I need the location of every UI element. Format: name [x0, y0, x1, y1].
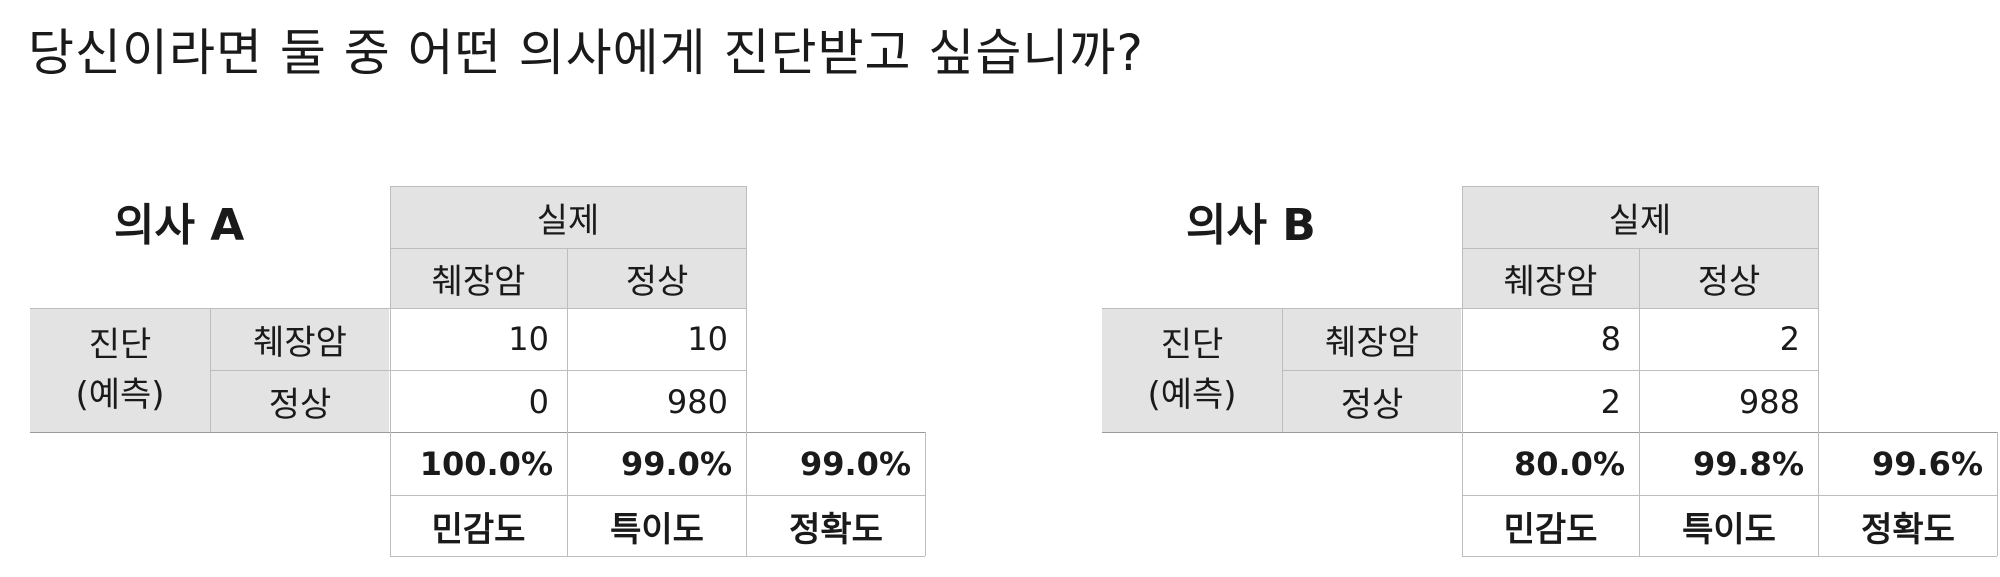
- grid-line: [1282, 308, 1283, 432]
- grid-line: [1997, 432, 1998, 556]
- grid-line: [746, 186, 747, 556]
- cell-fp: 10: [568, 308, 746, 370]
- predicted-label: 진단: [89, 320, 152, 370]
- page-title: 당신이라면 둘 중 어떤 의사에게 진단받고 싶습니까?: [28, 18, 1144, 88]
- pred-row-normal: 정상: [1283, 371, 1461, 432]
- cell-tp: 10: [390, 308, 567, 370]
- specificity-value: 99.8%: [1640, 433, 1818, 495]
- accuracy-label: 정확도: [1819, 496, 1997, 556]
- grid-line: [567, 248, 568, 556]
- grid-line: [390, 186, 391, 556]
- sensitivity-value: 80.0%: [1462, 433, 1639, 495]
- actual-col-normal: 정상: [568, 249, 746, 308]
- grid-line: [1283, 370, 1818, 371]
- accuracy-value: 99.0%: [747, 433, 925, 495]
- grid-line: [390, 248, 746, 249]
- pred-row-cancer: 췌장암: [1283, 308, 1461, 370]
- doctor-label: 의사 A: [114, 196, 244, 256]
- specificity-label: 특이도: [568, 496, 746, 556]
- grid-line: [1462, 495, 1997, 496]
- accuracy-label: 정확도: [747, 496, 925, 556]
- specificity-label: 특이도: [1640, 496, 1818, 556]
- sensitivity-label: 민감도: [390, 496, 567, 556]
- grid-line: [210, 308, 211, 432]
- predicted-header: 진단 (예측): [30, 308, 210, 432]
- cell-fn: 2: [1462, 371, 1639, 432]
- cell-tn: 980: [568, 371, 746, 432]
- grid-line: [390, 495, 925, 496]
- panel-doctor-b: 의사 B 실제 췌장암 정상 진단 (예측) 췌장암 정상 8 2 2 988 …: [1072, 0, 1992, 577]
- grid-line: [211, 370, 746, 371]
- accuracy-value: 99.6%: [1819, 433, 1997, 495]
- cell-fp: 2: [1640, 308, 1818, 370]
- pred-row-normal: 정상: [211, 371, 389, 432]
- grid-line: [30, 308, 746, 309]
- grid-line: [1462, 186, 1818, 187]
- grid-line: [1462, 556, 1997, 557]
- grid-line: [925, 432, 926, 556]
- actual-col-cancer: 췌장암: [390, 249, 567, 308]
- actual-header: 실제: [390, 186, 746, 248]
- grid-line: [1462, 248, 1818, 249]
- pred-row-cancer: 췌장암: [211, 308, 389, 370]
- actual-header: 실제: [1462, 186, 1818, 248]
- doctor-label: 의사 B: [1186, 196, 1316, 256]
- predicted-sublabel: (예측): [1147, 370, 1236, 420]
- predicted-sublabel: (예측): [75, 370, 164, 420]
- grid-line: [30, 432, 925, 433]
- grid-line: [1462, 186, 1463, 556]
- cell-fn: 0: [390, 371, 567, 432]
- cell-tp: 8: [1462, 308, 1639, 370]
- grid-line: [390, 186, 746, 187]
- specificity-value: 99.0%: [568, 433, 746, 495]
- grid-line: [1102, 432, 1997, 433]
- actual-col-normal: 정상: [1640, 249, 1818, 308]
- predicted-label: 진단: [1161, 320, 1224, 370]
- predicted-header: 진단 (예측): [1102, 308, 1282, 432]
- sensitivity-label: 민감도: [1462, 496, 1639, 556]
- grid-line: [1818, 186, 1819, 556]
- grid-line: [1102, 308, 1818, 309]
- sensitivity-value: 100.0%: [390, 433, 567, 495]
- actual-col-cancer: 췌장암: [1462, 249, 1639, 308]
- cell-tn: 988: [1640, 371, 1818, 432]
- grid-line: [390, 556, 925, 557]
- grid-line: [1639, 248, 1640, 556]
